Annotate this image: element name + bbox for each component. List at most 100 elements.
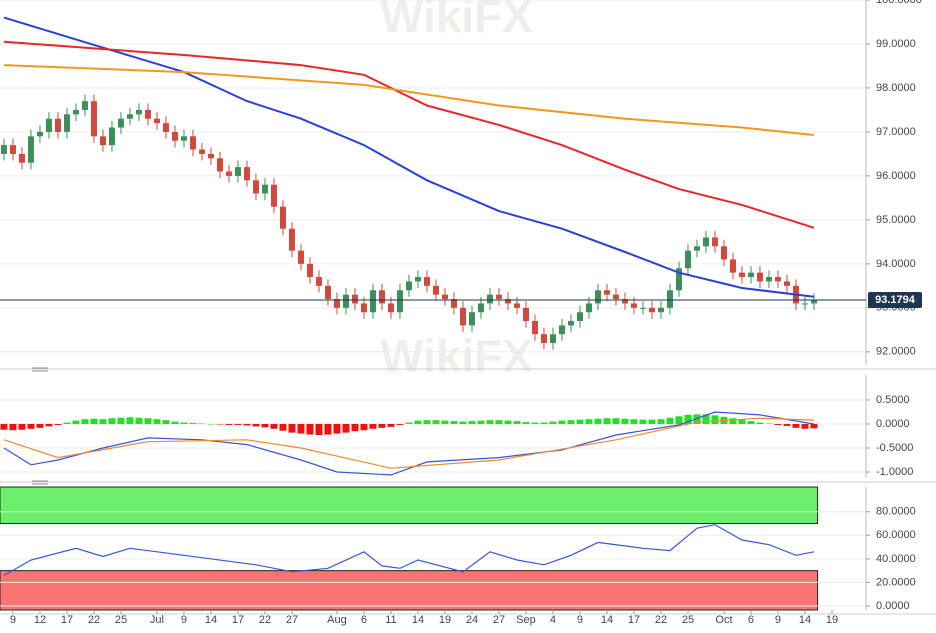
x-tick-label: 19 (439, 614, 451, 626)
histogram-bar (657, 419, 665, 424)
candle-body (243, 167, 250, 181)
candle-body (576, 312, 583, 322)
x-tick-label: 19 (826, 614, 838, 626)
candle-body (801, 303, 808, 305)
candle-body (54, 118, 61, 132)
x-tick-label: 24 (466, 614, 478, 626)
histogram-bar (675, 416, 683, 424)
histogram-bar (144, 418, 152, 424)
candle-body (90, 101, 97, 137)
x-tick-label: 27 (286, 614, 298, 626)
histogram-bar (27, 423, 35, 429)
histogram-bar (315, 423, 323, 436)
histogram-bar (396, 423, 404, 425)
histogram-bar (792, 423, 800, 428)
histogram-bar (468, 421, 476, 424)
candle-body (738, 272, 745, 278)
histogram-bar (783, 423, 791, 426)
histogram-bar (9, 423, 17, 431)
histogram-bar (441, 420, 449, 424)
candle-body (126, 114, 133, 119)
candle-body (153, 118, 160, 124)
candle-body (396, 290, 403, 313)
candle-body (72, 109, 79, 115)
candle-body (702, 237, 709, 247)
x-tick-label: 9 (577, 614, 583, 626)
candle-body (171, 131, 178, 141)
histogram-bar (639, 419, 647, 424)
histogram-bar (297, 423, 305, 434)
candle-body (504, 299, 511, 304)
candle-body (495, 294, 502, 300)
histogram-bar (432, 420, 440, 424)
y-tick-label: -0.5000 (876, 442, 913, 454)
histogram-bar (36, 423, 44, 428)
candle-body (684, 250, 691, 269)
candle-body (765, 277, 772, 282)
histogram-bar (234, 423, 242, 425)
x-tick-label: 22 (88, 614, 100, 626)
candle-body (315, 277, 322, 286)
x-tick-label: 25 (115, 614, 127, 626)
x-tick-label: 17 (628, 614, 640, 626)
candle-body (540, 334, 547, 344)
histogram-bar (270, 423, 278, 429)
x-tick-label: 6 (748, 614, 754, 626)
candle-body (162, 123, 169, 132)
candle-body (387, 303, 394, 313)
y-tick-label: 0.5000 (876, 394, 910, 406)
x-tick-label: 9 (775, 614, 781, 626)
candle-body (306, 263, 313, 278)
candle-body (288, 228, 295, 251)
x-tick-label: 6 (361, 614, 367, 626)
histogram-bar (90, 418, 98, 424)
histogram-bar (612, 418, 620, 424)
histogram-bar (567, 420, 575, 424)
x-tick-label: 22 (655, 614, 667, 626)
y-tick-label: 97.0000 (876, 126, 916, 138)
histogram-bar (585, 419, 593, 424)
line-series (3, 411, 815, 476)
histogram-bar (360, 423, 368, 431)
histogram-bar (693, 414, 701, 424)
watermark: WikiFX (380, 330, 533, 382)
histogram-bar (18, 423, 26, 430)
y-tick-label: 20.0000 (876, 576, 916, 588)
candle-body (630, 303, 637, 308)
x-tick-label: 17 (61, 614, 73, 626)
histogram-bar (189, 423, 197, 424)
histogram-bar (72, 420, 80, 424)
y-tick-label: 98.0000 (876, 82, 916, 94)
histogram-bar (279, 423, 287, 431)
candle-body (216, 158, 223, 172)
candle-body (333, 299, 340, 308)
histogram-bar (108, 418, 116, 424)
histogram-bar (306, 423, 314, 435)
candle-body (720, 246, 727, 260)
candle-body (189, 136, 196, 150)
x-tick-label: Oct (715, 614, 732, 626)
histogram-bar (576, 419, 584, 424)
candle-body (207, 153, 214, 159)
line-series (3, 40, 815, 229)
candle-body (252, 180, 259, 194)
histogram-bar (756, 422, 764, 424)
x-tick-label: 12 (34, 614, 46, 626)
histogram-bar (729, 418, 737, 424)
histogram-bar (666, 417, 674, 424)
candle-body (756, 272, 763, 282)
histogram-bar (459, 421, 467, 424)
histogram-bar (369, 423, 377, 429)
last-price-label: 93.1794 (875, 294, 916, 306)
histogram-bar (738, 419, 746, 424)
y-tick-label: 80.0000 (876, 506, 916, 518)
candle-body (675, 268, 682, 291)
candle-body (558, 325, 565, 335)
candle-body (234, 167, 241, 176)
candle-body (225, 171, 232, 176)
y-tick-label: 94.0000 (876, 258, 916, 270)
histogram-bar (288, 423, 296, 433)
candle-body (648, 307, 655, 313)
watermark: WikiFX (380, 0, 533, 42)
histogram-bar (180, 422, 188, 424)
